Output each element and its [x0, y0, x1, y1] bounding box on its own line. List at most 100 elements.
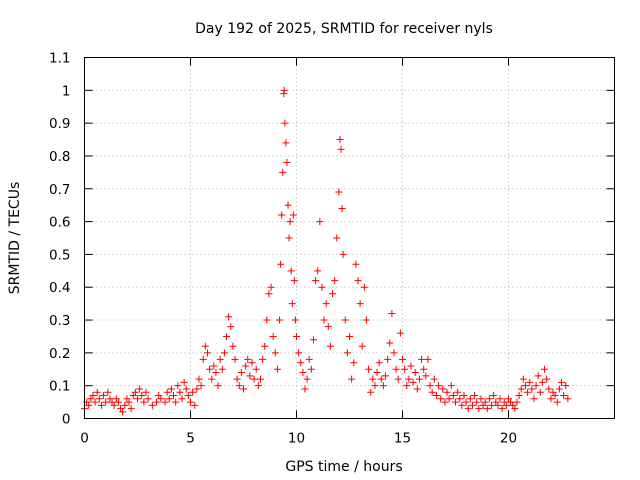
y-tick-label: 0.4 — [49, 280, 70, 296]
data-point-marker — [517, 385, 525, 393]
data-point-marker — [477, 395, 485, 403]
data-point-marker — [475, 405, 483, 413]
data-point-marker — [354, 277, 362, 285]
data-point-marker — [307, 365, 315, 373]
data-point-marker — [316, 218, 324, 226]
y-tick-label: 1.1 — [49, 51, 70, 67]
data-point-marker — [121, 401, 129, 409]
data-point-marker — [460, 392, 468, 400]
data-point-marker — [471, 392, 479, 400]
data-point-marker — [464, 405, 472, 413]
data-point-marker — [519, 375, 527, 383]
data-point-marker — [85, 401, 93, 409]
data-point-marker — [314, 267, 322, 275]
data-point-marker — [148, 401, 156, 409]
data-point-marker — [390, 349, 398, 357]
data-point-marker — [210, 362, 218, 370]
data-point-marker — [481, 398, 489, 406]
data-point-marker — [182, 385, 190, 393]
data-point-marker — [288, 300, 296, 308]
y-tick-label: 0 — [62, 412, 71, 428]
data-point-marker — [422, 372, 430, 380]
data-point-marker — [299, 369, 307, 377]
data-point-marker — [348, 375, 356, 383]
data-point-marker — [91, 398, 99, 406]
data-point-marker — [456, 395, 464, 403]
data-point-marker — [409, 378, 417, 386]
data-point-marker — [144, 395, 152, 403]
data-point-marker — [93, 388, 101, 396]
data-point-marker — [273, 365, 281, 373]
data-point-marker — [197, 382, 205, 390]
data-point-marker — [206, 365, 214, 373]
data-point-marker — [131, 388, 139, 396]
data-point-marker — [180, 378, 188, 386]
data-point-marker — [290, 277, 298, 285]
data-point-marker — [309, 336, 317, 344]
data-point-marker — [562, 382, 570, 390]
data-point-marker — [362, 316, 370, 324]
data-point-marker — [267, 283, 275, 291]
data-point-marker — [343, 349, 351, 357]
data-point-marker — [278, 211, 286, 219]
data-points — [81, 86, 572, 416]
data-point-marker — [201, 342, 209, 350]
data-point-marker — [240, 385, 247, 393]
y-tick-label: 0.5 — [49, 247, 70, 263]
y-axis-label: SRMTID / TECUs — [7, 182, 23, 295]
data-point-marker — [335, 188, 343, 196]
data-point-marker — [447, 382, 455, 390]
axis-ticks: 0 0.1 0.2 0.3 0.4 0.5 0.6 0.7 0.8 0.9 1 1.1 0 5 10 15 20 — [49, 51, 615, 447]
data-point-marker — [127, 405, 135, 413]
data-point-marker — [488, 401, 496, 409]
data-point-marker — [293, 332, 300, 340]
data-point-marker — [403, 382, 411, 390]
data-point-marker — [140, 398, 148, 406]
data-point-marker — [223, 332, 231, 340]
data-point-marker — [405, 375, 413, 383]
data-point-marker — [558, 378, 565, 386]
data-point-marker — [279, 168, 287, 176]
data-point-marker — [468, 401, 476, 409]
data-point-marker — [212, 369, 220, 377]
data-point-marker — [392, 365, 400, 373]
data-point-marker — [526, 378, 534, 386]
data-point-marker — [337, 145, 345, 153]
data-point-marker — [218, 365, 226, 373]
data-point-marker — [237, 369, 245, 377]
data-point-marker — [199, 355, 207, 363]
data-point-marker — [244, 355, 252, 363]
data-point-marker — [248, 359, 256, 367]
data-point-marker — [411, 369, 419, 377]
x-tick-label: 20 — [500, 431, 517, 447]
data-point-marker — [301, 385, 309, 393]
data-point-marker — [263, 316, 271, 324]
data-point-marker — [187, 398, 194, 406]
data-point-marker — [426, 382, 434, 390]
data-point-marker — [466, 395, 474, 403]
data-point-marker — [246, 372, 254, 380]
data-point-marker — [259, 355, 267, 363]
data-point-marker — [136, 385, 144, 393]
data-point-marker — [178, 395, 186, 403]
data-point-marker — [458, 401, 466, 409]
data-point-marker — [326, 342, 334, 350]
y-tick-label: 0.6 — [49, 215, 70, 231]
data-point-marker — [225, 313, 233, 321]
data-point-marker — [157, 395, 165, 403]
data-point-marker — [95, 395, 103, 403]
data-point-marker — [536, 388, 544, 396]
data-point-marker — [286, 218, 294, 226]
data-point-marker — [473, 398, 481, 406]
data-point-marker — [534, 372, 542, 380]
data-point-marker — [324, 323, 332, 331]
data-point-marker — [435, 382, 443, 390]
data-point-marker — [360, 283, 368, 291]
data-point-marker — [125, 398, 133, 406]
data-point-marker — [134, 395, 141, 403]
data-point-marker — [283, 159, 291, 167]
data-point-marker — [386, 339, 394, 347]
data-point-marker — [462, 398, 470, 406]
data-point-marker — [530, 395, 538, 403]
data-point-marker — [371, 382, 379, 390]
